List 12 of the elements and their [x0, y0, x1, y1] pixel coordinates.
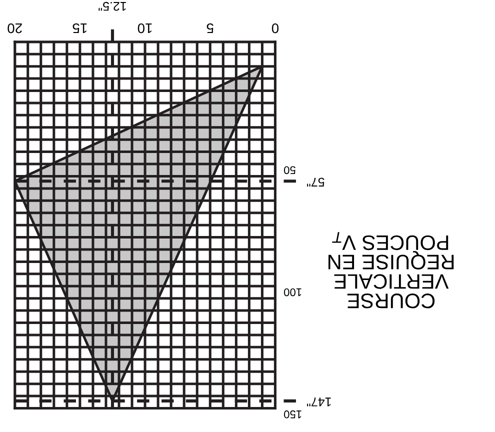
x-tick-label: 10 — [138, 23, 152, 34]
y-tick-label: 50 — [284, 166, 296, 174]
x-tick-label: 20 — [8, 23, 22, 34]
y-tick-label: 100 — [284, 288, 302, 296]
x-tick-label: 15 — [72, 23, 87, 34]
x-tick-label: 5 — [206, 23, 214, 34]
y-tick-label: 150 — [284, 410, 302, 418]
y-axis-title: COURSE VERTICALE REQUISE EN POUCES V$_{T}$ — [328, 232, 454, 308]
ref-line-label: 147" — [306, 398, 331, 406]
ref-line-label: 57" — [306, 178, 324, 186]
ref-line-label: 12.5" — [98, 2, 126, 11]
x-tick-label: 0 — [272, 23, 279, 34]
